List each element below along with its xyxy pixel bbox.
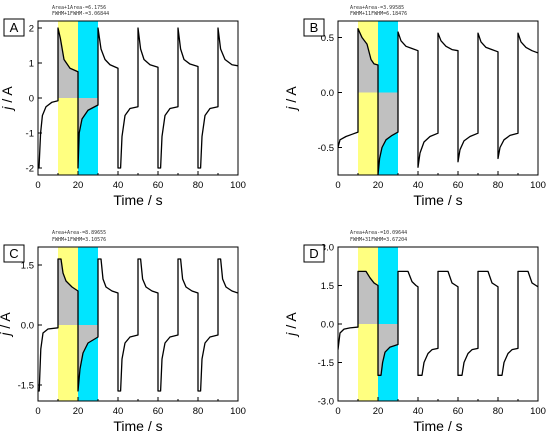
integrated-area-charge xyxy=(58,259,78,325)
x-tick-label: 40 xyxy=(413,180,424,191)
fwhm-annotation: FWHM+11FWHM=6.18476 xyxy=(350,11,407,17)
y-tick-label: -0.5 xyxy=(318,143,334,154)
y-tick-label: -2 xyxy=(26,164,34,175)
x-tick-label: 0 xyxy=(35,180,40,191)
x-axis-title: Time / s xyxy=(413,418,462,434)
area-annotation: Area+Area-=10.09644 xyxy=(350,230,407,236)
area-annotation: Area+Area-=8.89655 xyxy=(52,230,106,236)
x-tick-label: 40 xyxy=(113,406,124,417)
fwhm-annotation: FWHM+31FWHM=3.67204 xyxy=(350,237,407,243)
x-tick-label: 60 xyxy=(153,406,164,417)
x-tick-label: 0 xyxy=(335,180,340,191)
y-tick-label: -1 xyxy=(26,129,34,140)
integrated-area-discharge xyxy=(78,325,98,391)
chart-panel-a: 0 20 40 60 80 100 -2 -1 0 1 2 Time / s j / A Area+1Ar… xyxy=(0,5,246,208)
y-tick-label: 0.0 xyxy=(321,88,334,99)
x-tick-label: 80 xyxy=(193,406,204,417)
current-series-line xyxy=(38,27,238,169)
current-series-line xyxy=(338,270,538,376)
x-tick-label: 0 xyxy=(335,406,340,417)
x-tick-label: 100 xyxy=(230,406,246,417)
current-series-line xyxy=(38,258,238,392)
x-tick-label: 60 xyxy=(453,406,464,417)
fwhm-annotation: FWHM+1FWHM=3.10576 xyxy=(52,237,106,243)
chart-panel-b: 0 20 40 60 80 100 -0.5 0.0 0.5 Time / s j / A Area+… xyxy=(283,5,546,208)
integrated-area-discharge xyxy=(378,92,398,175)
y-tick-label: 0.0 xyxy=(321,320,334,331)
x-tick-label: 60 xyxy=(453,180,464,191)
shaded-region-cyan xyxy=(78,247,98,401)
fwhm-annotation: FWHM+1FWHM-=3.06844 xyxy=(52,11,109,17)
y-tick-label: 2 xyxy=(29,24,34,35)
panel-label: D xyxy=(309,246,318,261)
integrated-area-discharge xyxy=(78,98,98,168)
x-axis-title: Time / s xyxy=(113,418,162,434)
y-tick-label: 3.0 xyxy=(321,243,334,254)
integrated-area-charge xyxy=(358,271,378,324)
y-axis-title: j / A xyxy=(0,312,13,338)
chart-panel-d: 0 20 40 60 80 100 -3.0 -1.5 0.0 1.5 3.0 Time / s j /… xyxy=(283,230,546,434)
panel-label: A xyxy=(10,20,19,35)
panel-label-box xyxy=(3,18,25,37)
x-tick-label: 60 xyxy=(153,180,164,191)
x-tick-label: 20 xyxy=(373,180,384,191)
x-tick-label: 80 xyxy=(193,180,204,191)
y-axis-title: j / A xyxy=(283,86,299,112)
panel-label-box xyxy=(3,244,25,263)
x-tick-label: 20 xyxy=(73,406,84,417)
y-tick-label: 1 xyxy=(29,59,34,70)
x-axis-title: Time / s xyxy=(413,192,462,208)
area-annotation: Area+1Area-=6.1756 xyxy=(52,5,106,11)
x-axis-title: Time / s xyxy=(113,192,162,208)
x-tick-label: 40 xyxy=(113,180,124,191)
x-tick-label: 80 xyxy=(493,406,504,417)
y-tick-label: 1.5 xyxy=(21,261,34,272)
x-tick-label: 0 xyxy=(35,406,40,417)
panel-label: C xyxy=(9,246,18,261)
current-series-line xyxy=(338,28,538,175)
y-tick-label: 1.5 xyxy=(321,281,334,292)
panel-label: B xyxy=(310,20,319,35)
panel-label-box xyxy=(303,244,325,263)
y-tick-label: 0 xyxy=(29,94,34,105)
panel-label-box xyxy=(303,18,325,37)
x-tick-label: 100 xyxy=(230,180,246,191)
integrated-area-discharge xyxy=(378,324,398,376)
y-axis-title: j / A xyxy=(283,312,299,338)
integrated-area-charge xyxy=(358,28,378,93)
x-tick-label: 20 xyxy=(73,180,84,191)
y-tick-label: -1.5 xyxy=(18,381,34,392)
y-tick-label: -1.5 xyxy=(318,358,334,369)
x-tick-label: 100 xyxy=(530,406,546,417)
x-tick-label: 80 xyxy=(493,180,504,191)
area-annotation: Area+Area-=3.99585 xyxy=(350,5,404,11)
x-tick-label: 100 xyxy=(530,180,546,191)
x-tick-label: 40 xyxy=(413,406,424,417)
y-tick-label: -3.0 xyxy=(318,397,334,408)
x-tick-label: 20 xyxy=(373,406,384,417)
y-tick-label: 0.5 xyxy=(321,33,334,44)
y-axis-title: j / A xyxy=(0,86,15,112)
integrated-area-charge xyxy=(58,28,78,98)
y-tick-label: 0.0 xyxy=(21,321,34,332)
chart-panel-c: 0 20 40 60 80 100 -1.5 0.0 1.5 Time / s j / A Area+… xyxy=(0,230,246,434)
